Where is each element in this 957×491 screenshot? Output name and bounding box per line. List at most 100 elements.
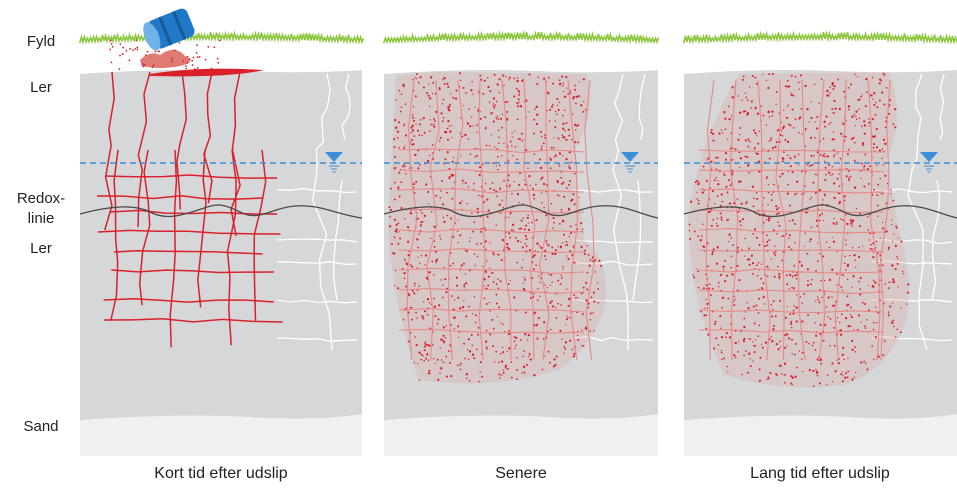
plume-dot: [724, 128, 727, 131]
plume-dot: [502, 351, 505, 354]
plume-dot: [397, 287, 400, 290]
plume-dot: [770, 258, 772, 260]
plume-dot: [821, 296, 823, 299]
plume-dot: [748, 337, 750, 340]
plume-dot: [782, 135, 784, 137]
plume-dot: [534, 250, 537, 252]
plume-dot: [440, 359, 443, 361]
plume-dot: [543, 206, 545, 209]
plume-dot: [484, 126, 487, 129]
plume-dot: [717, 285, 720, 288]
fracture: [312, 169, 333, 351]
plume-dot: [847, 325, 850, 328]
plume-dot: [874, 281, 877, 284]
plume-dot: [790, 320, 793, 323]
plume-dot: [692, 274, 694, 276]
plume-dot: [589, 312, 592, 315]
plume-dot: [748, 86, 751, 88]
plume-dot: [417, 246, 419, 249]
fracture: [729, 79, 739, 361]
plume-dot: [408, 294, 411, 297]
plume-dot: [456, 364, 459, 366]
plume-dot: [403, 277, 406, 280]
plume-dot: [738, 151, 741, 154]
plume-dot: [468, 240, 471, 243]
plume-dot: [524, 333, 527, 336]
plume-dot: [724, 158, 727, 161]
plume-dot: [499, 280, 502, 283]
plume-dot: [804, 127, 807, 130]
plume-dot: [827, 316, 829, 318]
plume-dot: [853, 254, 856, 257]
plume-dot: [760, 105, 762, 108]
fracture: [197, 149, 207, 308]
plume-dot: [741, 373, 743, 376]
plume-dot: [907, 283, 910, 286]
plume-dot: [413, 187, 415, 189]
plume-dot: [888, 104, 891, 106]
plume-dot: [819, 358, 822, 362]
plume-dot: [872, 146, 875, 149]
plume-dot: [712, 139, 715, 142]
fracture: [572, 260, 654, 266]
plume-dot: [715, 156, 718, 159]
plume-dot: [804, 211, 807, 214]
droplet: [151, 66, 154, 69]
plume-dot: [457, 325, 460, 328]
plume-dot: [419, 164, 421, 166]
fracture: [698, 209, 885, 214]
plume-dot: [517, 89, 521, 93]
plume-dot: [798, 350, 800, 352]
plume-dot: [882, 354, 885, 357]
plume-dot: [873, 188, 875, 191]
plume-dot: [697, 235, 700, 238]
plume-dot: [502, 323, 504, 326]
plume-dot: [520, 241, 522, 243]
plume-dot: [481, 375, 484, 378]
plume-dot: [582, 110, 585, 113]
plume-dot: [737, 351, 739, 353]
plume-dot: [557, 137, 560, 140]
plume-dot: [810, 116, 813, 120]
droplet: [110, 42, 113, 45]
plume-dot: [702, 287, 705, 290]
plume-dot: [426, 313, 429, 316]
plume-dot: [720, 351, 723, 354]
plume-dot: [423, 301, 425, 303]
plume-dot: [575, 95, 578, 99]
plume-dot: [809, 238, 812, 241]
cross-section-figure: [79, 8, 957, 456]
plume-dot: [778, 278, 781, 280]
droplet: [186, 55, 189, 58]
plume-dot: [511, 136, 513, 138]
plume-dot: [419, 262, 421, 265]
spill-splash: [140, 49, 191, 68]
plume-dot: [853, 329, 855, 331]
plume-dot: [852, 275, 855, 278]
plume-dot: [542, 338, 545, 340]
plume-dot: [894, 268, 897, 271]
plume-fractures: [698, 79, 891, 361]
plume-dot: [552, 146, 555, 149]
fracture: [638, 73, 646, 141]
plume-dot: [858, 256, 861, 259]
plume-dot: [785, 232, 788, 235]
plume-dot: [502, 346, 504, 349]
plume-dot: [492, 345, 494, 348]
plume-dot: [573, 203, 576, 206]
plume-dot: [781, 172, 784, 176]
plume-dot: [727, 105, 730, 108]
plume-dot: [844, 269, 847, 271]
plume-dot: [498, 164, 501, 167]
plume-dot: [892, 240, 894, 242]
plume-dot: [818, 188, 822, 192]
plume-dot: [402, 84, 405, 88]
plume-dot: [405, 307, 407, 310]
plume-dot: [746, 111, 750, 115]
plume-dot: [737, 341, 740, 343]
plume-dot: [497, 118, 500, 121]
plume-dot: [756, 135, 758, 137]
plume-dot: [558, 101, 561, 103]
plume-dot: [485, 229, 487, 232]
plume-dot: [497, 278, 499, 281]
